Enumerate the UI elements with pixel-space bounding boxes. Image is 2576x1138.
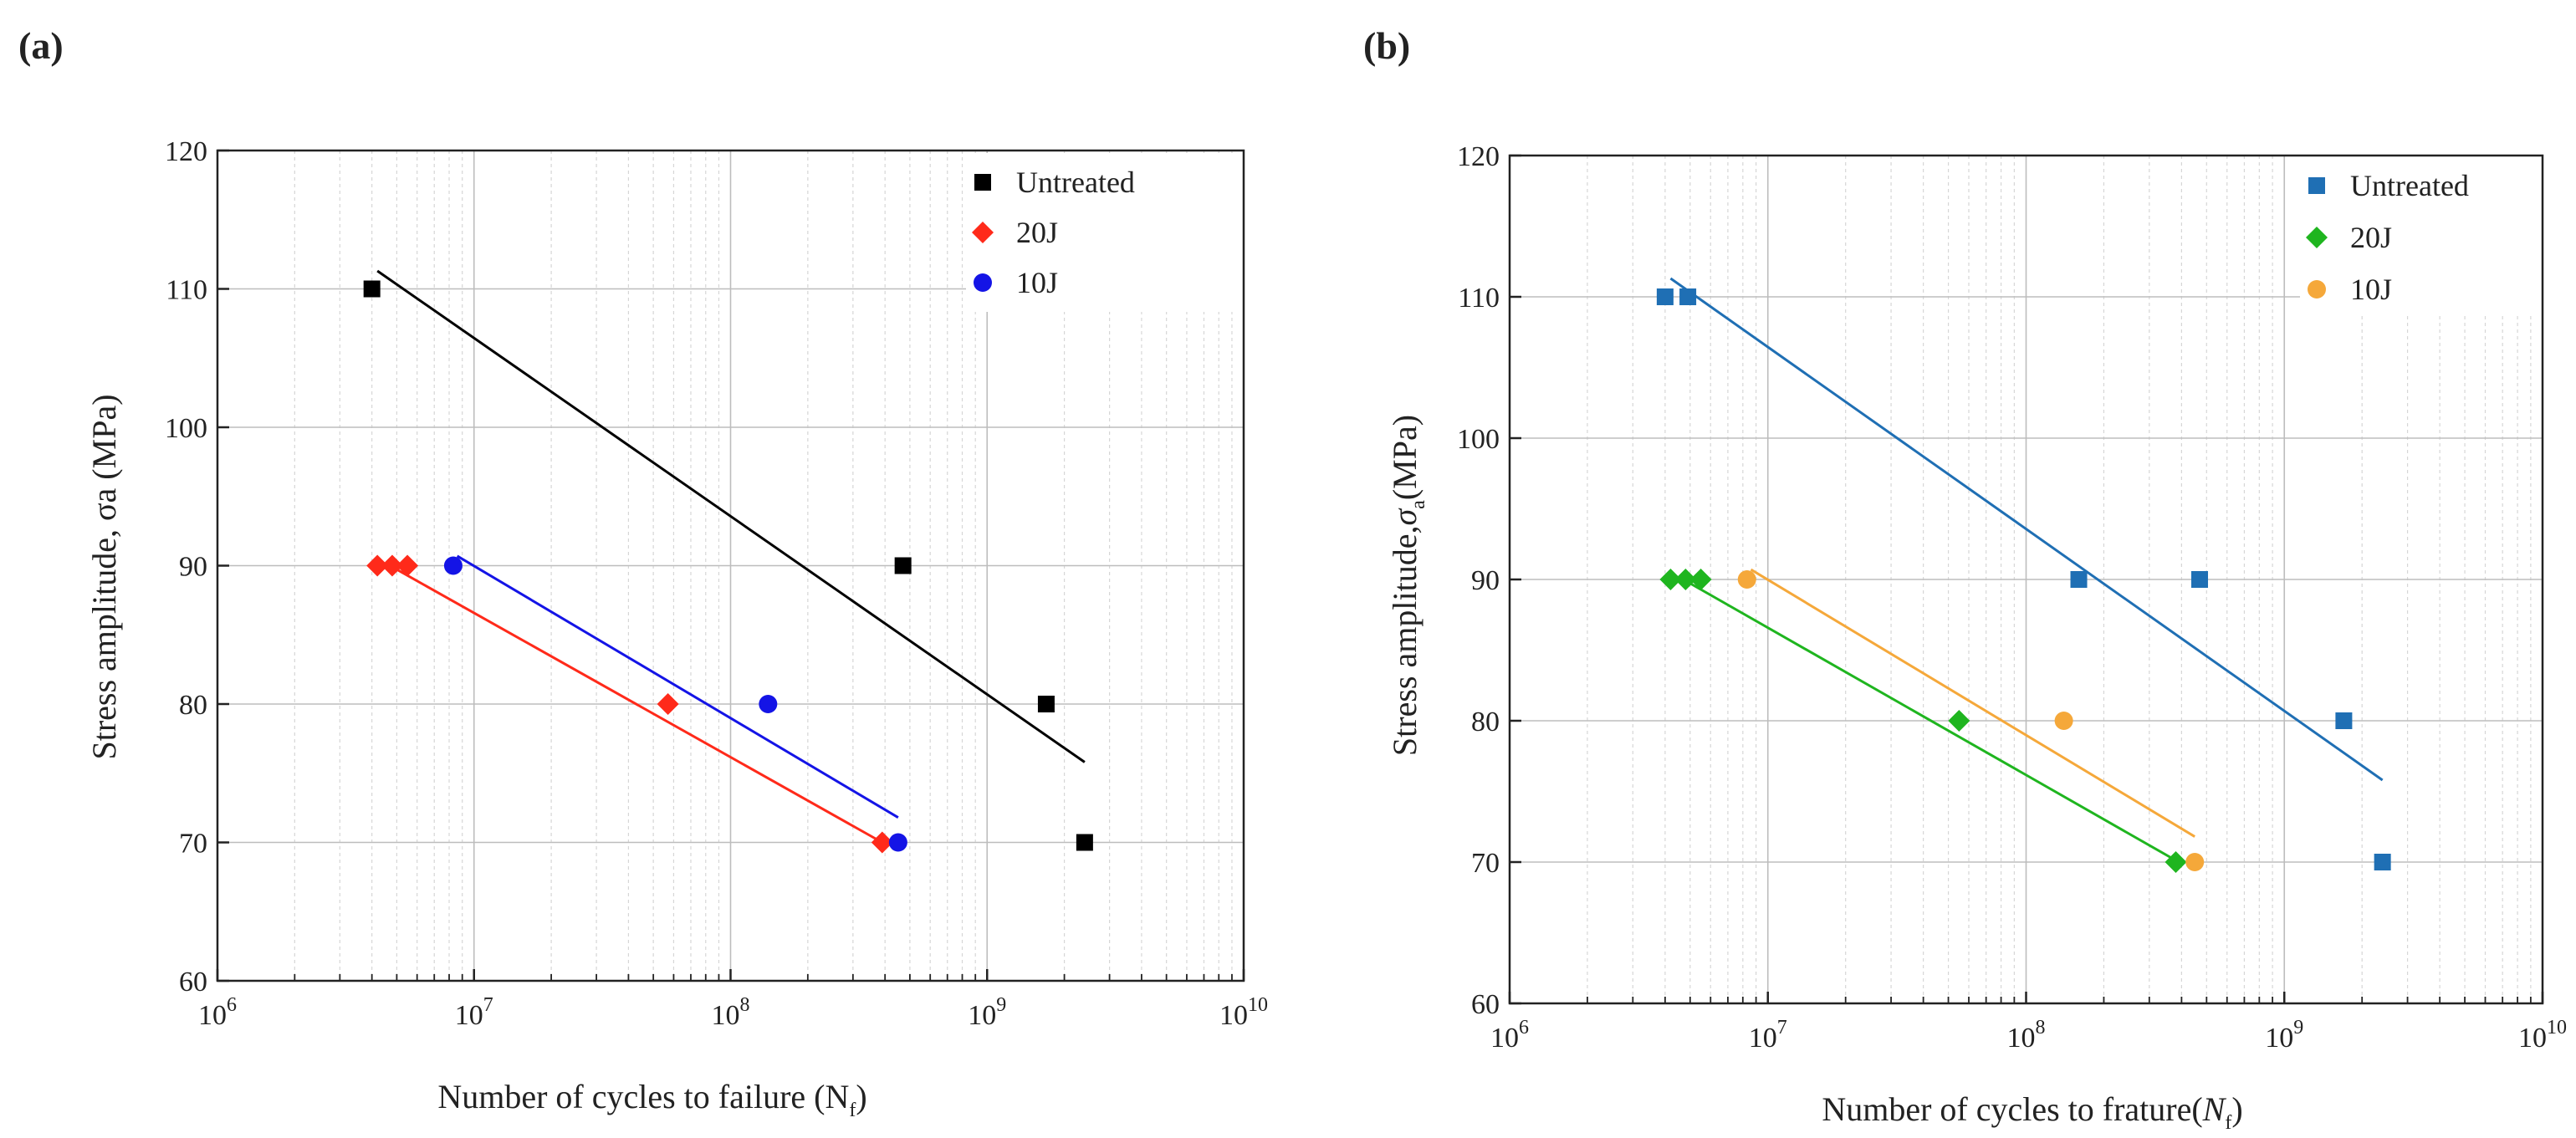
panel-b-markers bbox=[1656, 288, 2391, 873]
panel-a-point-20j bbox=[381, 554, 403, 577]
panel-a-point-20j bbox=[396, 554, 419, 577]
panel-b-fit-line-untreated bbox=[1669, 277, 2384, 782]
panel-b-point-untreated bbox=[2191, 571, 2209, 588]
panel-b-y-tick-label: 100 bbox=[1457, 424, 1500, 455]
panel-b-x-tick-label: 1010 bbox=[2518, 1017, 2567, 1054]
panel-a-point-20j bbox=[366, 554, 389, 577]
panel-b-point-20j bbox=[1689, 569, 1712, 590]
panel-b-y-tick-label: 60 bbox=[1471, 989, 1500, 1020]
panel-a-legend-box bbox=[966, 153, 1244, 312]
panel-b-legend-box bbox=[2300, 156, 2543, 315]
panel-b-y-axis-title: Stress amplitude,σa(MPa) bbox=[1386, 415, 1429, 756]
panel-b-point-20j bbox=[1659, 569, 1682, 590]
panel-b-legend-label-10j: 10J bbox=[2350, 273, 2392, 306]
panel-b-point-20j bbox=[1674, 569, 1697, 590]
panel-a-axes: 60 70 80 90 100 110 120 106 107 108 109 1010 bbox=[165, 136, 1268, 1031]
panel-a-label: (a) bbox=[18, 24, 64, 67]
panel-a-point-untreated bbox=[1037, 696, 1055, 712]
panel-b-fit-lines bbox=[1669, 277, 2384, 864]
panel-b-legend-label-20j: 20J bbox=[2350, 221, 2392, 254]
panel-b-point-untreated bbox=[2374, 854, 2391, 870]
panel-a-point-10j bbox=[888, 833, 907, 852]
panel-a-y-tick-label: 80 bbox=[179, 690, 207, 721]
panel-a-legend-label-10j: 10J bbox=[1016, 266, 1058, 299]
panel-a-point-untreated bbox=[1076, 834, 1093, 851]
panel-a-y-tick-label: 120 bbox=[165, 136, 207, 167]
panel-a-fit-line-untreated bbox=[376, 269, 1086, 763]
panel-b-point-untreated bbox=[1656, 288, 1674, 305]
panel-b-point-untreated bbox=[1679, 288, 1697, 305]
panel-b-point-10j bbox=[1737, 570, 1756, 589]
panel-a-point-20j bbox=[871, 831, 893, 854]
panel-a-x-tick-label: 1010 bbox=[1219, 994, 1268, 1031]
panel-b-y-tick-label: 80 bbox=[1471, 707, 1500, 737]
panel-a: (a) Untreated 20J 10J 60 70 80 90 100 110 120 106… bbox=[18, 24, 1268, 1121]
panel-a-legend-label-20j: 20J bbox=[1016, 216, 1058, 249]
panel-b-legend-marker-10j bbox=[2308, 280, 2326, 299]
panel-a-y-tick-label: 100 bbox=[165, 413, 207, 444]
panel-a-x-tick-label: 109 bbox=[968, 994, 1006, 1031]
panel-b-label: (b) bbox=[1363, 24, 1410, 67]
panel-b-legend-label-untreated: Untreated bbox=[2350, 169, 2469, 202]
panel-b-legend: Untreated 20J 10J bbox=[2300, 156, 2543, 315]
panel-a-fit-line-20j bbox=[384, 561, 883, 844]
panel-a-fit-lines bbox=[376, 269, 1086, 844]
panel-b-point-untreated bbox=[2070, 571, 2088, 588]
panel-b-y-tick-label: 90 bbox=[1471, 565, 1500, 596]
panel-a-point-10j bbox=[443, 556, 463, 575]
panel-a-point-untreated bbox=[363, 280, 381, 298]
panel-a-legend-label-untreated: Untreated bbox=[1016, 166, 1135, 199]
panel-a-x-tick-label: 106 bbox=[198, 994, 237, 1031]
panel-b-point-untreated bbox=[2335, 712, 2353, 729]
panel-a-legend-marker-20j bbox=[972, 222, 994, 243]
panel-b-x-tick-label: 107 bbox=[1749, 1017, 1787, 1054]
panel-b-y-tick-label: 110 bbox=[1458, 283, 1500, 314]
panel-b-point-10j bbox=[2185, 853, 2205, 871]
panel-b-x-tick-label: 109 bbox=[2265, 1017, 2303, 1054]
panel-b: (b) Untreated 20J 10J 60 70 80 90 100 110 120 106… bbox=[1363, 24, 2567, 1134]
panel-b-x-tick-label: 106 bbox=[1490, 1017, 1529, 1054]
panel-b-x-axis-title: Number of cycles to frature(Nf) bbox=[1822, 1090, 2242, 1134]
panel-a-legend: Untreated 20J 10J bbox=[966, 153, 1244, 312]
panel-b-y-tick-label: 120 bbox=[1457, 141, 1500, 172]
panel-b-fit-line-20j bbox=[1677, 575, 2180, 864]
panel-a-y-tick-label: 90 bbox=[179, 552, 207, 583]
panel-b-axes: 60 70 80 90 100 110 120 106 107 108 109 1010 bbox=[1457, 141, 2567, 1054]
panel-b-fit-line-10j bbox=[1750, 568, 2195, 838]
panel-b-legend-marker-untreated bbox=[2308, 177, 2325, 194]
panel-a-y-tick-label: 110 bbox=[166, 275, 207, 306]
panel-a-axis-labels: Number of cycles to failure (Nf) Stress … bbox=[85, 394, 867, 1121]
panel-a-y-axis-title: Stress amplitude, σa (MPa) bbox=[85, 394, 123, 759]
panel-a-point-20j bbox=[657, 693, 679, 715]
panel-b-point-20j bbox=[2165, 851, 2187, 873]
panel-a-legend-marker-10j bbox=[974, 273, 992, 292]
panel-a-legend-marker-untreated bbox=[974, 174, 991, 191]
panel-a-x-tick-label: 107 bbox=[455, 994, 493, 1031]
panel-a-y-tick-label: 70 bbox=[179, 829, 207, 860]
panel-a-markers bbox=[363, 280, 1093, 854]
panel-b-y-tick-label: 70 bbox=[1471, 848, 1500, 879]
panel-a-point-untreated bbox=[894, 557, 912, 574]
panel-a-x-axis-title: Number of cycles to failure (Nf) bbox=[437, 1078, 866, 1121]
panel-b-x-tick-label: 108 bbox=[2007, 1017, 2046, 1054]
panel-b-point-10j bbox=[2054, 712, 2073, 730]
panel-b-legend-marker-20j bbox=[2306, 227, 2328, 248]
panel-b-axis-labels: Number of cycles to frature(Nf) Stress a… bbox=[1386, 415, 2243, 1134]
panel-b-point-20j bbox=[1948, 710, 1970, 732]
panel-a-x-tick-label: 108 bbox=[712, 994, 750, 1031]
panel-a-fit-line-10j bbox=[456, 554, 899, 819]
panel-a-y-tick-label: 60 bbox=[179, 967, 207, 998]
panel-a-point-10j bbox=[759, 695, 778, 713]
